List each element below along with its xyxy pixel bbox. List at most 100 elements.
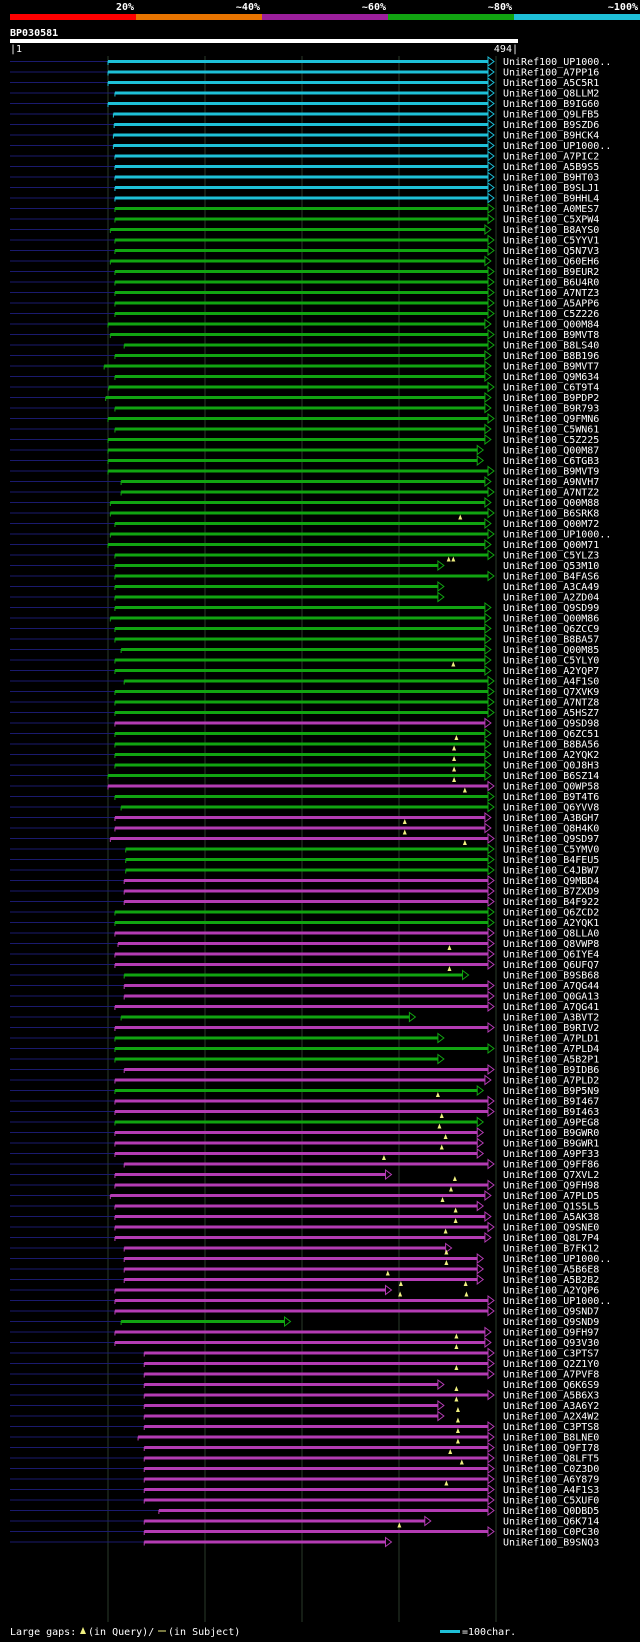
- hit-label[interactable]: UniRef100_A5B6X3: [503, 1391, 599, 1402]
- hit-label[interactable]: UniRef100_A9PEG8: [503, 1118, 599, 1129]
- hit-row[interactable]: UniRef100_A2YQP6: [10, 1284, 599, 1297]
- hit-label[interactable]: UniRef100_Q00M71: [503, 540, 599, 551]
- hit-row[interactable]: UniRef100_C5Z226: [10, 308, 599, 320]
- hit-label[interactable]: UniRef100_Q8LLA0: [503, 929, 599, 940]
- hit-label[interactable]: UniRef100_C5YYV1: [503, 236, 599, 247]
- hit-label[interactable]: UniRef100_Q6IYE4: [503, 950, 599, 961]
- hit-label[interactable]: UniRef100_A7PLD1: [503, 1034, 599, 1045]
- hit-row[interactable]: UniRef100_A7NTZ8: [10, 696, 599, 709]
- hit-row[interactable]: UniRef100_A7PVF8: [10, 1368, 599, 1381]
- hit-label[interactable]: UniRef100_Q93V30: [503, 1338, 599, 1349]
- hit-row[interactable]: UniRef100_Q6K6S9: [10, 1379, 599, 1391]
- hit-label[interactable]: UniRef100_C4JBW7: [503, 866, 599, 877]
- hit-row[interactable]: UniRef100_Q8L7P4: [10, 1232, 599, 1244]
- hit-row[interactable]: UniRef100_B8BA57: [10, 633, 599, 646]
- hit-row[interactable]: UniRef100_A3BVT2: [10, 1011, 599, 1024]
- hit-row[interactable]: UniRef100_Q9SND7: [10, 1305, 599, 1318]
- hit-row[interactable]: UniRef100_Q7XVL2: [10, 1169, 599, 1181]
- hit-label[interactable]: UniRef100_B9RIV2: [503, 1023, 599, 1034]
- hit-label[interactable]: UniRef100_B4F922: [503, 897, 599, 908]
- hit-row[interactable]: UniRef100_B7FK12: [10, 1242, 599, 1255]
- hit-row[interactable]: UniRef100_Q9FF86: [10, 1158, 599, 1171]
- hit-row[interactable]: UniRef100_B9IDB6: [10, 1064, 599, 1076]
- hit-row[interactable]: UniRef100_Q9SD98: [10, 717, 599, 730]
- hit-row[interactable]: UniRef100_Q6ZCD2: [10, 906, 599, 919]
- hit-label[interactable]: UniRef100_A2YQK1: [503, 918, 599, 929]
- hit-row[interactable]: UniRef100_A2X4W2: [10, 1410, 599, 1423]
- hit-row[interactable]: UniRef100_C5YYV1: [10, 234, 599, 247]
- hit-row[interactable]: UniRef100_C5WN61: [10, 423, 599, 436]
- hit-row[interactable]: UniRef100_C3PTS8: [10, 1421, 599, 1433]
- hit-label[interactable]: UniRef100_B9MVT8: [503, 330, 599, 341]
- hit-label[interactable]: UniRef100_Q0DBD5: [503, 1506, 599, 1517]
- hit-label[interactable]: UniRef100_Q9FH97: [503, 1328, 599, 1339]
- hit-label[interactable]: UniRef100_B9MVT9: [503, 467, 599, 478]
- hit-row[interactable]: UniRef100_Q00M84: [10, 318, 599, 331]
- hit-row[interactable]: UniRef100_B9MVT7: [10, 360, 599, 373]
- hit-label[interactable]: UniRef100_Q00M86: [503, 614, 599, 625]
- hit-row[interactable]: UniRef100_A7PLD5: [10, 1190, 599, 1202]
- hit-row[interactable]: UniRef100_Q8H4K0: [10, 822, 599, 835]
- hit-label[interactable]: UniRef100_A7PLD4: [503, 1044, 599, 1055]
- hit-row[interactable]: UniRef100_A5B2B2: [10, 1274, 599, 1286]
- hit-row[interactable]: UniRef100_A5C5R1: [10, 77, 599, 89]
- hit-label[interactable]: UniRef100_B7ZXD9: [503, 887, 599, 898]
- hit-row[interactable]: UniRef100_A5APP6: [10, 297, 599, 310]
- hit-row[interactable]: UniRef100_Q00M71: [10, 539, 599, 551]
- hit-row[interactable]: UniRef100_C5Z225: [10, 434, 599, 446]
- hit-row[interactable]: UniRef100_B9HCK4: [10, 129, 599, 142]
- hit-row[interactable]: UniRef100_B9T4T6: [10, 791, 599, 803]
- hit-row[interactable]: UniRef100_UP1000..: [10, 1295, 611, 1307]
- hit-label[interactable]: UniRef100_Q9M634: [503, 372, 599, 383]
- hit-label[interactable]: UniRef100_A3BGH7: [503, 813, 599, 824]
- hit-label[interactable]: UniRef100_Q8VWP8: [503, 939, 599, 950]
- hit-label[interactable]: UniRef100_A5B6E8: [503, 1265, 599, 1276]
- hit-row[interactable]: UniRef100_C5YLZ3: [10, 549, 599, 562]
- hit-label[interactable]: UniRef100_A7PLD2: [503, 1076, 599, 1087]
- hit-row[interactable]: UniRef100_B7ZXD9: [10, 885, 599, 898]
- hit-label[interactable]: UniRef100_Q6ZCC9: [503, 624, 599, 635]
- hit-label[interactable]: UniRef100_A5C5R1: [503, 78, 599, 89]
- hit-label[interactable]: UniRef100_Q53M10: [503, 561, 599, 572]
- hit-row[interactable]: UniRef100_A7QG41: [10, 1001, 599, 1013]
- hit-label[interactable]: UniRef100_A7NTZ3: [503, 288, 599, 299]
- hit-label[interactable]: UniRef100_B8AYS0: [503, 225, 599, 236]
- hit-label[interactable]: UniRef100_A5AK38: [503, 1212, 599, 1223]
- hit-label[interactable]: UniRef100_B9SZD6: [503, 120, 599, 131]
- hit-row[interactable]: UniRef100_A4F1S3: [10, 1484, 599, 1496]
- hit-row[interactable]: UniRef100_B4F922: [10, 896, 599, 908]
- hit-row[interactable]: UniRef100_B8B196: [10, 350, 599, 362]
- hit-label[interactable]: UniRef100_Q9SND9: [503, 1317, 599, 1328]
- hit-row[interactable]: UniRef100_A5AK38: [10, 1211, 599, 1223]
- hit-label[interactable]: UniRef100_C6TGB3: [503, 456, 599, 467]
- hit-row[interactable]: UniRef100_UP1000..: [10, 56, 611, 68]
- hit-row[interactable]: UniRef100_Q9FH97: [10, 1326, 599, 1339]
- hit-label[interactable]: UniRef100_UP1000..: [503, 530, 611, 541]
- hit-label[interactable]: UniRef100_B8B196: [503, 351, 599, 362]
- hit-label[interactable]: UniRef100_B9P5N9: [503, 1086, 599, 1097]
- hit-row[interactable]: UniRef100_A7QG44: [10, 980, 599, 992]
- hit-row[interactable]: UniRef100_B9PDP2: [10, 392, 599, 404]
- hit-label[interactable]: UniRef100_B6SZ14: [503, 771, 599, 782]
- hit-row[interactable]: UniRef100_B8BA56: [10, 738, 599, 751]
- hit-label[interactable]: UniRef100_Q60EH6: [503, 257, 599, 268]
- hit-row[interactable]: UniRef100_A7PLD2: [10, 1074, 599, 1087]
- hit-label[interactable]: UniRef100_C5WN61: [503, 425, 599, 436]
- hit-label[interactable]: UniRef100_Q9LFB5: [503, 110, 599, 121]
- hit-row[interactable]: UniRef100_A9NVH7: [10, 476, 599, 488]
- hit-row[interactable]: UniRef100_C6T9T4: [10, 381, 599, 394]
- hit-label[interactable]: UniRef100_Q9SD99: [503, 603, 599, 614]
- hit-row[interactable]: UniRef100_A5B6E8: [10, 1263, 599, 1276]
- hit-row[interactable]: UniRef100_A6Y879: [10, 1473, 599, 1486]
- hit-label[interactable]: UniRef100_Q9SD98: [503, 719, 599, 730]
- hit-row[interactable]: UniRef100_B9R793: [10, 402, 599, 415]
- hit-row[interactable]: UniRef100_Q0J8H3: [10, 759, 599, 772]
- hit-row[interactable]: UniRef100_Q9LFB5: [10, 108, 599, 121]
- hit-label[interactable]: UniRef100_B9HHL4: [503, 194, 599, 205]
- hit-row[interactable]: UniRef100_Q6UFQ7: [10, 959, 599, 971]
- hit-label[interactable]: UniRef100_Q0GA13: [503, 992, 599, 1003]
- hit-row[interactable]: UniRef100_A3BGH7: [10, 812, 599, 824]
- hit-label[interactable]: UniRef100_Q7XVL2: [503, 1170, 599, 1181]
- hit-row[interactable]: UniRef100_A7NTZ2: [10, 486, 599, 499]
- hit-label[interactable]: UniRef100_B9I467: [503, 1097, 599, 1108]
